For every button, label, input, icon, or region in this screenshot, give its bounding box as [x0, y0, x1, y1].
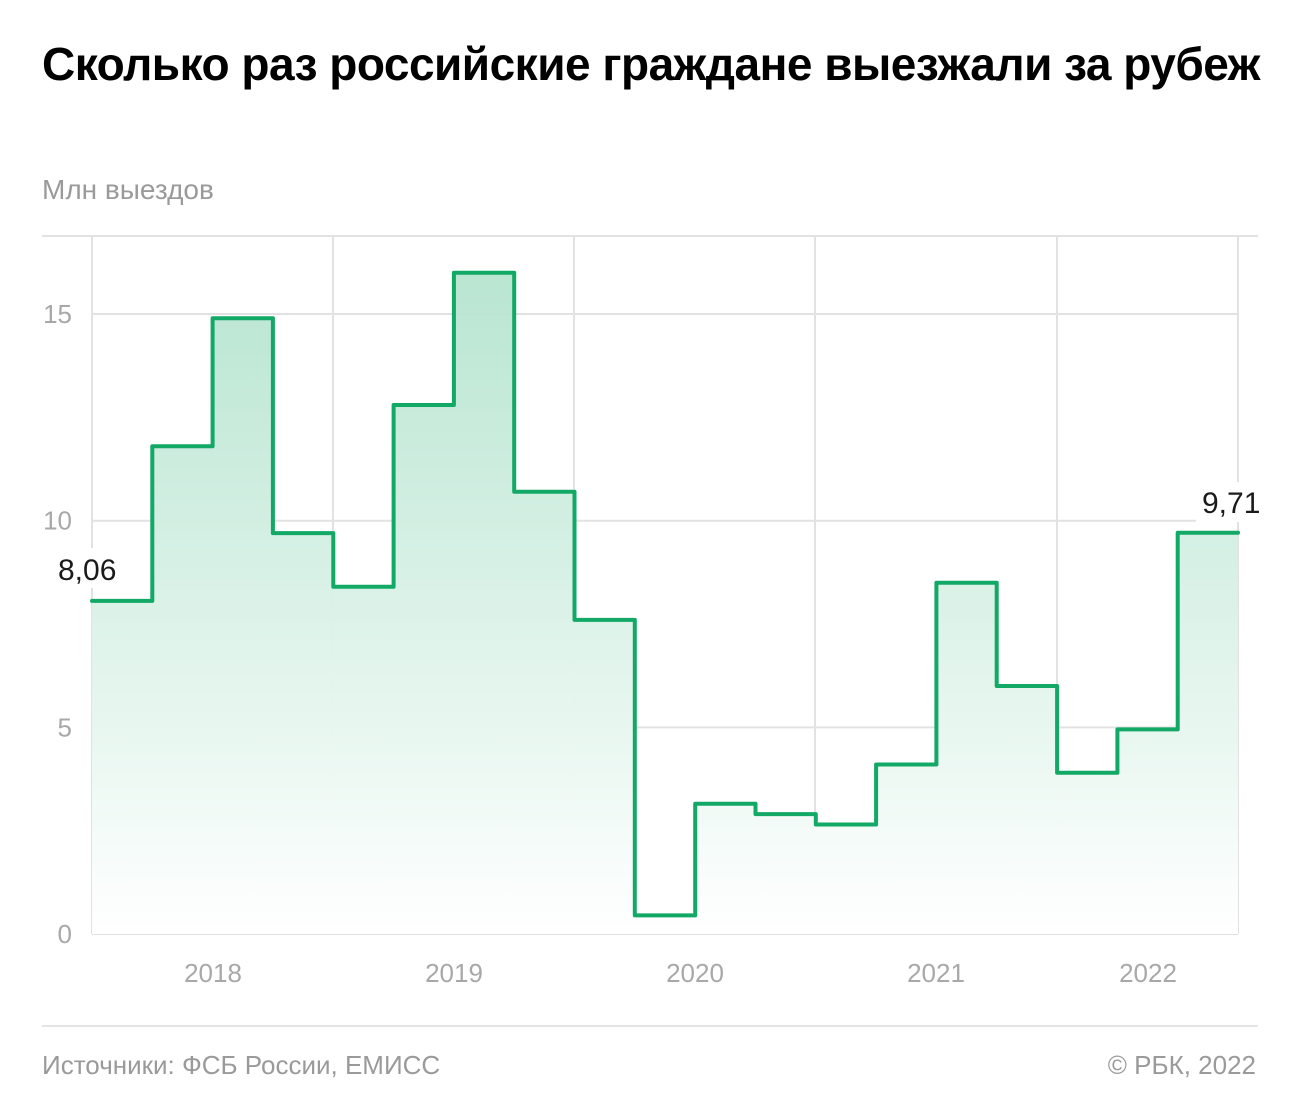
x-tick-label: 2019: [425, 958, 483, 988]
y-tick-label: 10: [43, 506, 72, 536]
x-tick-label: 2021: [907, 958, 965, 988]
copyright: © РБК, 2022: [1107, 1050, 1256, 1080]
last-label-bg: [1196, 482, 1262, 522]
step-line: [90, 270, 1240, 918]
x-tick-label: 2022: [1119, 958, 1177, 988]
first-label-bg: [52, 548, 136, 588]
x-axis-labels: 2018 2019 2020 2021 2022: [184, 958, 1177, 988]
chart-title: Сколько раз российские граждане выезжали…: [42, 38, 1260, 90]
y-axis-labels: 0 5 10 15: [43, 299, 72, 949]
x-tick-label: 2020: [666, 958, 724, 988]
footer-divider: [42, 1025, 1258, 1027]
last-value-label: 9,71: [1202, 487, 1260, 520]
area-fill: [92, 272, 1238, 934]
y-tick-label: 5: [58, 712, 72, 742]
y-tick-label: 0: [58, 919, 72, 949]
chart-subtitle: Млн выездов: [42, 174, 214, 205]
y-tick-label: 15: [43, 299, 72, 329]
source-note: Источники: ФСБ России, ЕМИСС: [42, 1050, 441, 1080]
first-value-label: 8,06: [58, 554, 116, 587]
x-tick-label: 2018: [184, 958, 242, 988]
